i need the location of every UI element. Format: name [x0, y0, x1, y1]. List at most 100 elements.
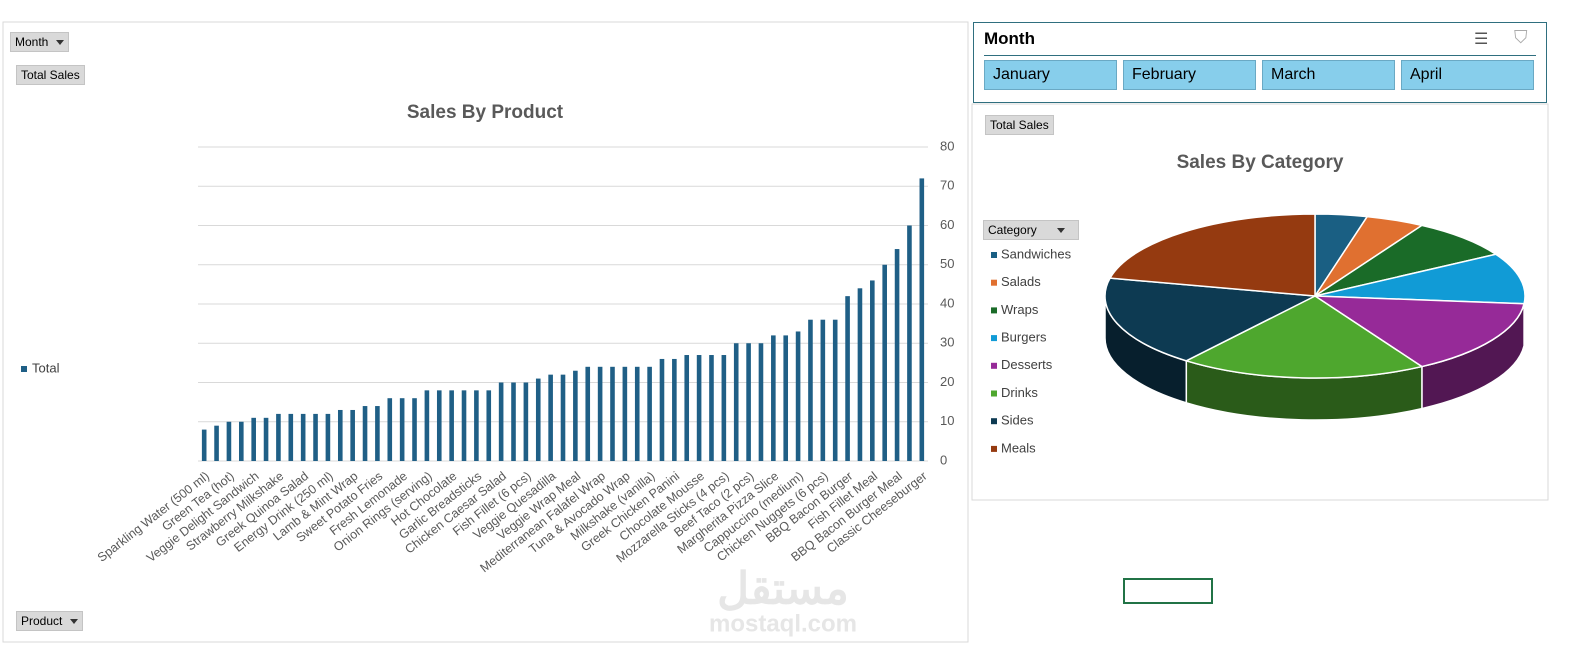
y-tick-label: 40: [940, 295, 954, 310]
bar: [622, 366, 628, 461]
category-filter[interactable]: Category: [983, 220, 1079, 240]
bar: [746, 343, 751, 461]
slicer-item[interactable]: January: [984, 60, 1117, 90]
legend-label: Meals: [1001, 440, 1036, 455]
y-tick-label: 10: [940, 413, 954, 428]
bar: [696, 355, 702, 461]
legend-swatch: [991, 252, 997, 258]
bar: [845, 296, 850, 461]
bar: [412, 398, 417, 461]
y-tick-label: 20: [940, 374, 954, 389]
cell-selector[interactable]: [1123, 578, 1213, 604]
slice: [1314, 224, 1498, 297]
bar: [597, 366, 603, 461]
legend-swatch: [991, 335, 997, 342]
button-label: Month: [15, 35, 49, 49]
bar: [214, 425, 219, 461]
bar: [659, 358, 665, 461]
y-tick-label: 0: [940, 452, 947, 467]
bar: [288, 413, 294, 461]
bar: [882, 264, 887, 461]
bar: [325, 413, 331, 461]
slice: [1314, 253, 1526, 305]
bar: [733, 343, 739, 461]
slice: [1104, 277, 1318, 362]
bar: [919, 178, 925, 461]
legend-swatch: [991, 362, 997, 369]
bar: [857, 288, 863, 461]
bar: [375, 406, 380, 461]
bar: [573, 370, 578, 461]
bar: [449, 390, 454, 461]
legend-label: Sandwiches: [1001, 246, 1072, 261]
legend-label: Sides: [1001, 413, 1034, 428]
legend-swatch: [21, 366, 27, 372]
y-tick-label: 80: [940, 138, 954, 153]
bar: [672, 358, 677, 461]
button-label: Total Sales: [990, 118, 1049, 132]
bar: [610, 366, 615, 461]
slice: [1312, 295, 1526, 368]
legend-swatch: [991, 390, 997, 397]
bar: [870, 280, 875, 461]
bar: [498, 382, 504, 461]
bar: [832, 319, 838, 461]
clear-filter-icon[interactable]: ⛉: [1514, 27, 1528, 47]
slicer-title: Month: [984, 29, 1035, 48]
y-tick-label: 70: [940, 178, 954, 193]
month-filter[interactable]: Month: [10, 32, 70, 52]
button-label: Total Sales: [21, 68, 80, 82]
legend-swatch: [991, 418, 997, 425]
bar: [350, 409, 355, 461]
legend-label: Total: [32, 360, 60, 375]
bar: [894, 249, 900, 461]
multi-select-icon[interactable]: ☰: [1474, 31, 1489, 48]
bar: [362, 406, 368, 461]
bar: [387, 398, 393, 461]
bar: [771, 335, 776, 461]
bar: [585, 366, 591, 461]
bar-panel: [2, 21, 969, 643]
bar: [795, 331, 801, 461]
button-label: Product: [21, 614, 63, 628]
bar: [300, 413, 306, 461]
slicer-item[interactable]: April: [1401, 60, 1534, 90]
bar: [263, 417, 269, 461]
bar: [239, 421, 244, 461]
bar: [424, 390, 430, 461]
bar: [808, 319, 813, 461]
watermark: mostaql.com: [709, 610, 857, 637]
bar: [548, 374, 553, 461]
bar: [684, 355, 690, 461]
field-button[interactable]: Total Sales: [16, 65, 85, 85]
bar: [201, 429, 207, 461]
slicer: Month ☰ ⛉ January February March April: [973, 22, 1547, 103]
legend-label: Salads: [1001, 274, 1041, 289]
slicer-item[interactable]: February: [1123, 60, 1256, 90]
bar: [436, 390, 442, 461]
legend-label: Wraps: [1001, 302, 1039, 317]
bar: [535, 378, 541, 461]
bar: [523, 382, 529, 461]
bar: [820, 319, 826, 461]
y-tick-label: 30: [940, 335, 954, 350]
bar: [461, 390, 467, 461]
field-button[interactable]: Total Sales: [985, 115, 1054, 135]
bar: [634, 366, 640, 461]
product-filter[interactable]: Product: [16, 611, 84, 631]
legend-label: Burgers: [1001, 330, 1047, 345]
chart-title: Sales By Product: [407, 102, 564, 123]
legend-swatch: [991, 279, 997, 286]
bar: [251, 417, 256, 461]
bar: [721, 355, 727, 461]
bar: [560, 374, 566, 461]
bar: [337, 409, 343, 461]
chart-title: Sales By Category: [1177, 152, 1344, 173]
slicer-item[interactable]: March: [1262, 60, 1395, 90]
bar: [313, 413, 318, 461]
bar: [276, 413, 281, 461]
slice: [1108, 213, 1316, 297]
bar: [709, 355, 714, 461]
bar: [783, 335, 789, 461]
